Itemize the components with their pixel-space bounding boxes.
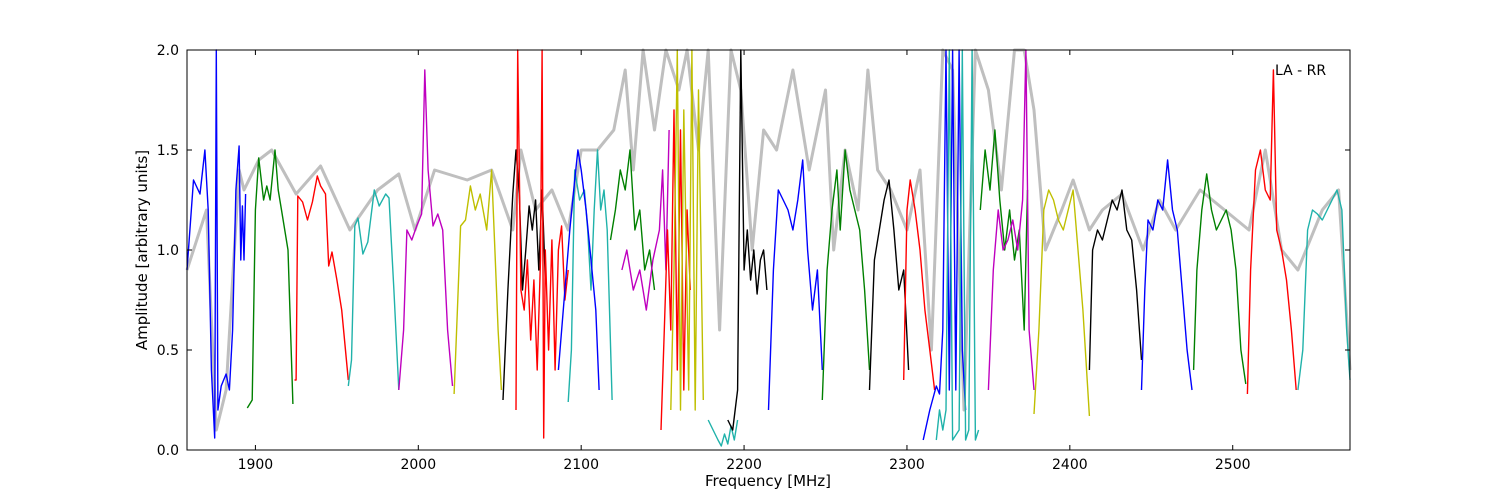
series-line-5	[398, 69, 454, 391]
series-line-4	[347, 189, 400, 391]
series-line-3	[294, 175, 349, 381]
series-line-19	[868, 179, 910, 391]
series-line-9	[567, 149, 613, 403]
x-tick-label: 1900	[238, 457, 274, 473]
y-tick-label: 1.5	[157, 143, 179, 159]
series-line-23	[979, 129, 1029, 331]
series-line-25	[1033, 189, 1091, 417]
series-line-20	[903, 179, 936, 391]
x-tick-label: 2500	[1215, 457, 1251, 473]
x-tick-label: 2300	[889, 457, 925, 473]
series-line-16	[727, 49, 768, 431]
series-line-12	[621, 129, 670, 311]
series-line-30	[1297, 189, 1351, 391]
x-axis-label: Frequency [MHz]	[705, 472, 831, 490]
x-tick-label: 2400	[1052, 457, 1088, 473]
x-tick-label: 2100	[563, 457, 599, 473]
series-line-13	[660, 109, 691, 431]
series-line-11	[609, 149, 656, 291]
series-line-1	[186, 49, 247, 439]
series-line-29	[1246, 69, 1297, 395]
series-line-18	[821, 149, 871, 401]
x-tick-label: 2000	[400, 457, 436, 473]
x-tick-label: 2200	[726, 457, 762, 473]
series-lines	[186, 49, 1351, 447]
y-axis: 0.0 0.5 1.0 1.5 2.0	[157, 43, 1350, 459]
series-line-6	[453, 169, 503, 395]
y-tick-label: 1.0	[157, 243, 179, 259]
series-line-2	[246, 149, 294, 409]
y-tick-label: 0.5	[157, 343, 179, 359]
y-axis-label: Amplitude [arbitrary units]	[133, 150, 151, 350]
series-line-7	[502, 149, 546, 401]
series-line-17	[767, 159, 823, 411]
chart-annotation: LA - RR	[1275, 63, 1326, 79]
series-line-26	[1088, 189, 1143, 371]
series-line-27	[1140, 159, 1193, 391]
series-line-10	[557, 149, 600, 391]
y-tick-label: 0.0	[157, 443, 179, 459]
x-axis: 1900 2000 2100 2200 2300 2400 2500	[238, 50, 1251, 473]
series-line-14	[670, 49, 704, 411]
series-line-15	[707, 419, 739, 447]
series-line-24	[987, 49, 1035, 391]
series-line-28	[1192, 173, 1247, 385]
y-tick-label: 2.0	[157, 43, 179, 59]
